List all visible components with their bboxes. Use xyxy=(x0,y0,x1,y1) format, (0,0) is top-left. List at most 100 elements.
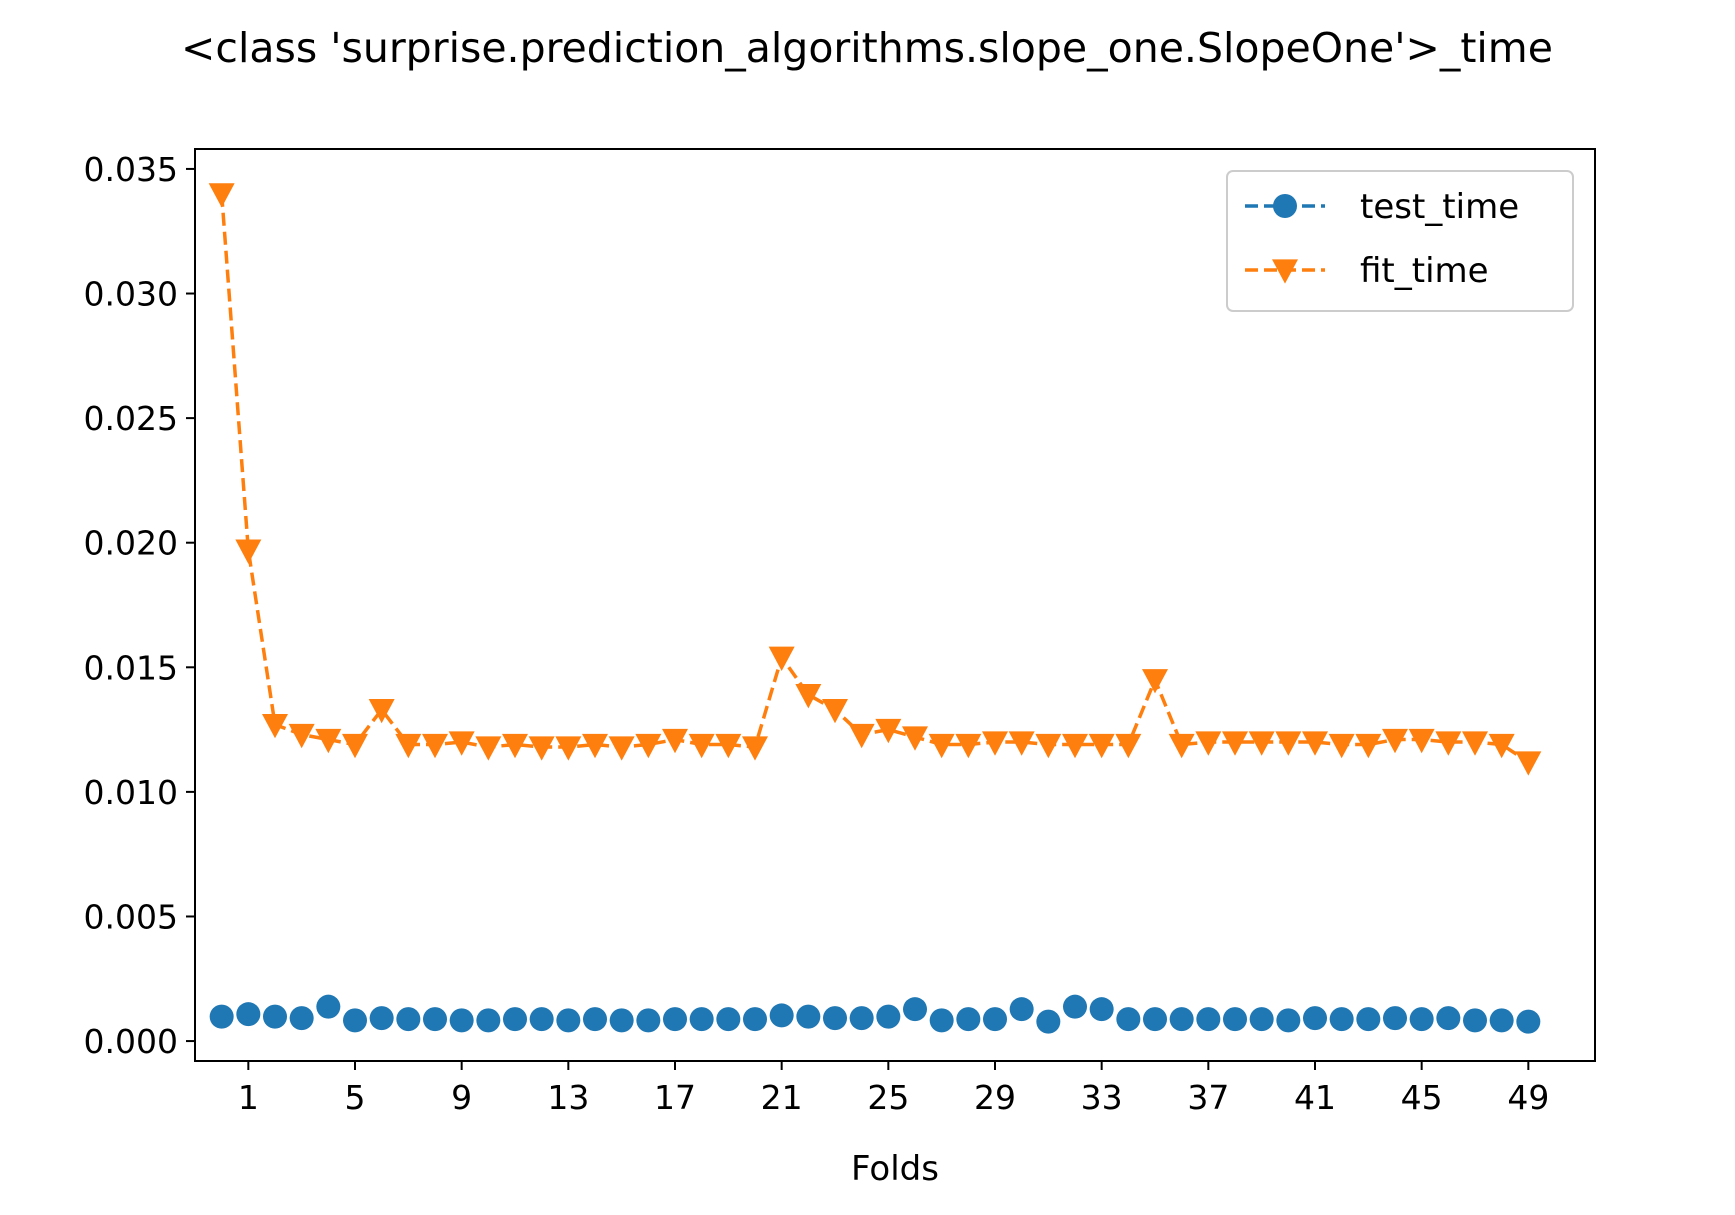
x-tick-label: 49 xyxy=(1507,1078,1549,1117)
data-point-fit_time xyxy=(1008,731,1035,756)
x-tick-label: 33 xyxy=(1081,1078,1123,1117)
y-tick-label: 0.020 xyxy=(84,524,178,563)
data-point-fit_time xyxy=(528,736,555,761)
data-point-fit_time xyxy=(1035,733,1062,759)
data-point-fit_time xyxy=(502,733,528,759)
data-point-test_time xyxy=(263,1004,287,1029)
series-fit_time xyxy=(208,183,1542,776)
data-point-fit_time xyxy=(1515,751,1542,776)
data-point-test_time xyxy=(1116,1007,1141,1032)
data-point-test_time xyxy=(1223,1007,1247,1032)
data-point-fit_time xyxy=(688,733,715,759)
data-point-fit_time xyxy=(1168,733,1195,759)
data-point-test_time xyxy=(716,1007,741,1032)
x-axis: 1 5 9 13 17 21 25 29 33 37 41 45 49 xyxy=(238,1061,1549,1117)
data-point-test_time xyxy=(236,1002,261,1027)
legend-label: test_time xyxy=(1360,187,1519,227)
x-tick-label: 17 xyxy=(654,1078,696,1117)
y-tick-label: 0.015 xyxy=(84,648,178,687)
data-point-test_time xyxy=(1089,997,1114,1022)
data-point-test_time xyxy=(209,1004,234,1029)
data-point-fit_time xyxy=(1488,733,1515,759)
data-point-test_time xyxy=(289,1006,314,1031)
data-point-test_time xyxy=(983,1007,1007,1032)
x-tick-label: 25 xyxy=(867,1078,909,1117)
data-point-test_time xyxy=(1009,997,1034,1022)
legend-entries: test_time fit_time xyxy=(1245,187,1519,291)
data-point-test_time xyxy=(529,1007,554,1032)
x-tick-label: 45 xyxy=(1401,1078,1443,1117)
data-point-fit_time xyxy=(288,723,315,749)
data-point-fit_time xyxy=(1302,731,1328,756)
data-point-fit_time xyxy=(928,733,955,759)
legend-marker xyxy=(1273,194,1297,218)
data-point-test_time xyxy=(1383,1006,1407,1031)
data-point-fit_time xyxy=(1142,669,1168,694)
data-point-fit_time xyxy=(1088,733,1115,759)
data-point-fit_time xyxy=(208,183,235,208)
data-point-test_time xyxy=(503,1007,527,1032)
legend-label: fit_time xyxy=(1360,251,1489,291)
data-point-test_time xyxy=(1249,1007,1274,1032)
data-point-test_time xyxy=(423,1007,447,1032)
y-tick-label: 0.010 xyxy=(84,773,178,812)
data-point-test_time xyxy=(1516,1009,1541,1034)
data-point-test_time xyxy=(1329,1007,1354,1032)
data-point-fit_time xyxy=(982,731,1008,756)
x-tick-label: 5 xyxy=(345,1078,366,1117)
data-point-fit_time xyxy=(955,733,982,759)
y-axis: 0.000 0.005 0.010 0.015 0.020 0.025 0.030 0.035 xyxy=(84,150,195,1061)
data-point-test_time xyxy=(1169,1007,1194,1032)
data-point-fit_time xyxy=(555,736,582,761)
data-point-test_time xyxy=(876,1004,901,1029)
data-point-fit_time xyxy=(342,733,368,759)
data-point-fit_time xyxy=(395,733,422,759)
data-point-fit_time xyxy=(715,733,742,759)
data-point-test_time xyxy=(449,1008,474,1033)
data-point-test_time xyxy=(1436,1006,1461,1031)
data-point-test_time xyxy=(609,1008,634,1033)
x-tick-label: 21 xyxy=(761,1078,803,1117)
data-point-test_time xyxy=(1409,1007,1434,1032)
data-point-fit_time xyxy=(848,723,875,749)
data-point-fit_time xyxy=(422,733,448,759)
data-point-fit_time xyxy=(1435,731,1462,756)
data-point-test_time xyxy=(1063,994,1087,1019)
data-point-test_time xyxy=(663,1007,687,1032)
data-point-test_time xyxy=(929,1008,954,1033)
x-tick-label: 9 xyxy=(451,1078,472,1117)
data-point-test_time xyxy=(743,1007,767,1032)
data-point-fit_time xyxy=(1462,731,1488,756)
data-point-test_time xyxy=(369,1006,394,1031)
legend-marker xyxy=(1272,259,1298,284)
data-point-fit_time xyxy=(768,646,795,671)
data-point-test_time xyxy=(849,1006,874,1031)
y-tick-label: 0.025 xyxy=(84,399,178,438)
data-point-fit_time xyxy=(875,718,902,744)
data-point-test_time xyxy=(796,1004,821,1029)
data-point-fit_time xyxy=(1195,731,1222,756)
data-point-fit_time xyxy=(1382,728,1408,754)
data-point-fit_time xyxy=(475,736,502,761)
data-point-test_time xyxy=(476,1008,501,1033)
data-point-fit_time xyxy=(902,726,928,751)
y-tick-label: 0.005 xyxy=(84,897,178,936)
x-tick-label: 1 xyxy=(238,1078,259,1117)
data-point-fit_time xyxy=(1248,731,1275,756)
data-point-test_time xyxy=(316,994,341,1019)
data-point-fit_time xyxy=(1355,733,1382,759)
data-point-fit_time xyxy=(368,698,395,724)
data-point-test_time xyxy=(956,1007,981,1032)
legend: test_time fit_time xyxy=(1226,170,1574,312)
data-point-test_time xyxy=(689,1007,714,1032)
data-point-test_time xyxy=(636,1008,661,1033)
data-point-fit_time xyxy=(1115,733,1142,759)
y-tick-label: 0.035 xyxy=(84,150,178,189)
data-point-test_time xyxy=(1036,1009,1061,1034)
x-tick-label: 37 xyxy=(1187,1078,1229,1117)
data-point-fit_time xyxy=(262,713,288,739)
data-point-test_time xyxy=(1463,1008,1487,1033)
data-point-test_time xyxy=(903,997,927,1022)
chart-title: <class 'surprise.prediction_algorithms.s… xyxy=(181,24,1553,72)
